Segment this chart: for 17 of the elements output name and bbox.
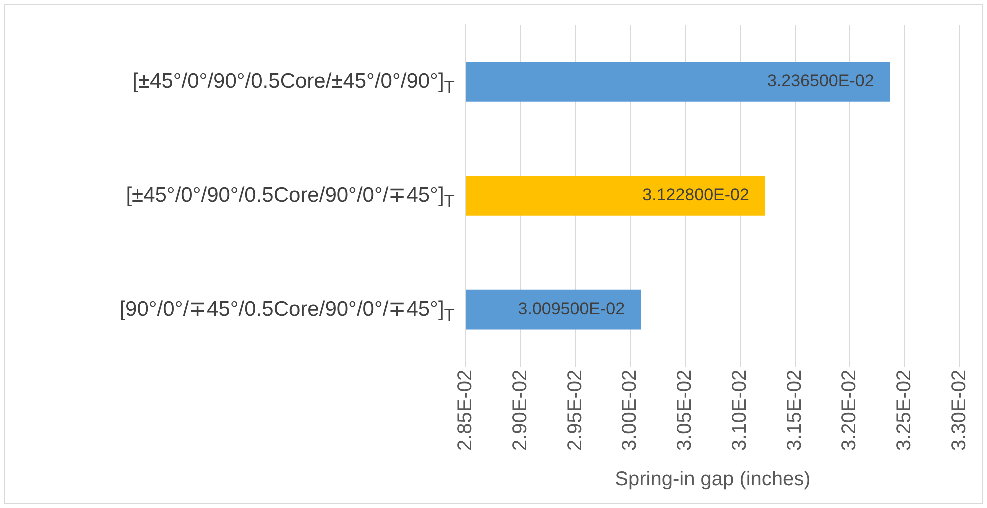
y-tick-label: [±45°/0°/90°/0.5Core/90°/0°/∓45°]$_{T}$ [126,182,455,214]
x-tick-label: 3.10E-02 [728,370,751,451]
y-tick-label: [±45°/0°/90°/0.5Core/±45°/0°/90°]$_{T}$ [132,68,455,100]
x-tick-label: 3.00E-02 [619,370,642,451]
x-tick-label: 3.05E-02 [674,370,696,451]
x-tick-label: 2.85E-02 [454,370,477,451]
y-tick-label: [90°/0°/∓45°/0.5Core/90°/0°/∓45°]$_{T}$ [120,296,455,328]
data-label: 3.009500E-02 [518,300,626,319]
x-tick-label: 3.25E-02 [894,370,916,451]
x-tick-label: 3.20E-02 [838,370,861,451]
x-tick-label: 3.30E-02 [948,370,971,451]
x-tick-label: 2.90E-02 [509,370,532,451]
x-tick-label: 2.95E-02 [564,370,586,451]
data-label: 3.236500E-02 [767,72,874,91]
x-axis-title: Spring-in gap (inches) [615,468,811,491]
data-label: 3.122800E-02 [642,186,750,205]
x-tick-label: 3.15E-02 [784,370,806,451]
